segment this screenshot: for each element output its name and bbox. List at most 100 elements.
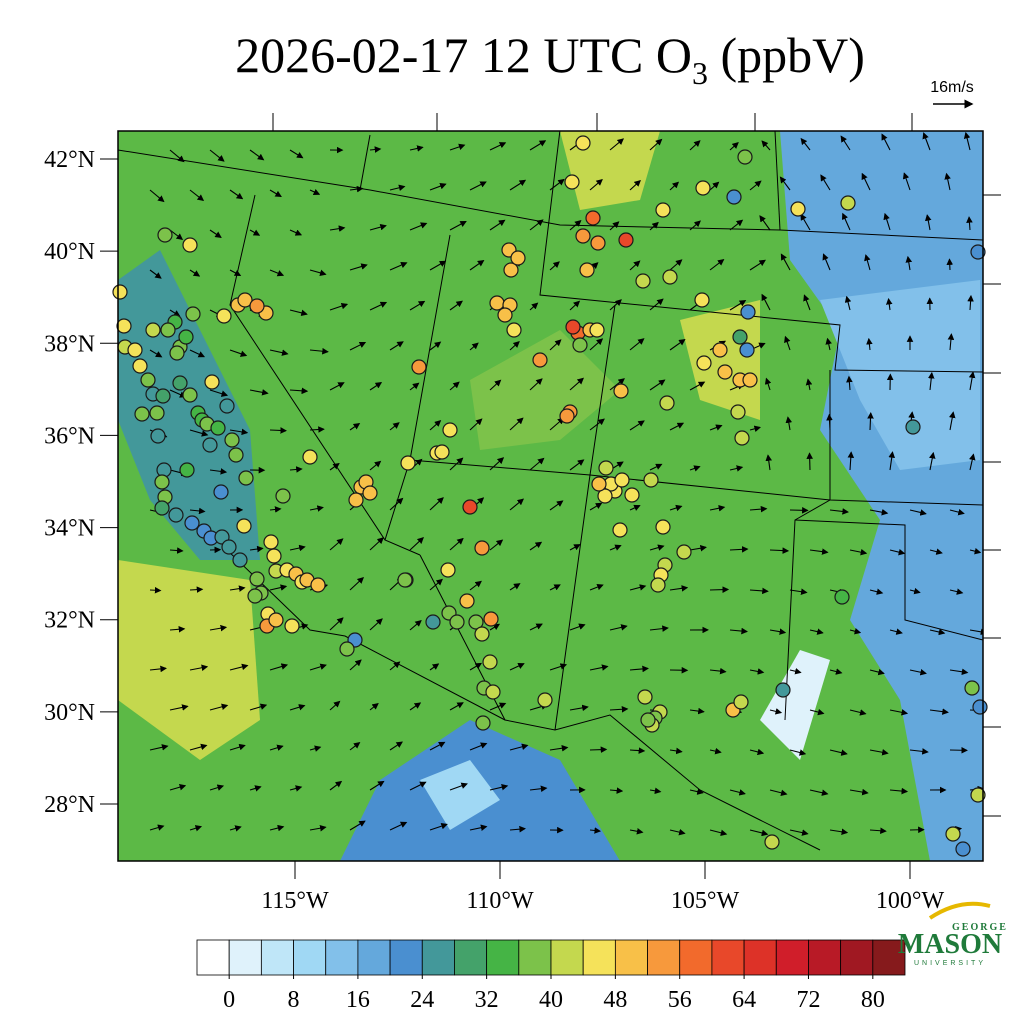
wind-vector (389, 821, 408, 831)
wind-vector (629, 260, 641, 271)
wind-vector (409, 145, 424, 152)
wind-vector (389, 741, 403, 751)
wind-vector (149, 189, 165, 203)
colorbar-box (808, 939, 842, 976)
station (739, 342, 755, 358)
wind-vector (789, 829, 809, 836)
wind-vector (789, 749, 807, 756)
colorbar-tick-label: 56 (668, 987, 692, 1013)
wind-vector (289, 309, 308, 317)
colorbar-tick-label: 32 (475, 987, 499, 1013)
station (397, 572, 413, 588)
wind-vector (209, 703, 229, 711)
station (482, 654, 498, 670)
wind-vector (689, 707, 705, 715)
wind-vector (409, 222, 428, 231)
wind-vector (1010, 630, 1024, 632)
wind-vector (649, 379, 666, 391)
wind-vector (389, 261, 408, 271)
low-ozone-region (760, 650, 830, 760)
station (964, 680, 980, 696)
wind-vector (489, 219, 506, 231)
wind-vector (309, 745, 322, 752)
wind-vector (569, 219, 582, 231)
wind-vector (589, 178, 603, 191)
wind-vector (189, 349, 206, 358)
station (232, 552, 248, 568)
wind-vector (369, 301, 388, 311)
lat-tick-label: 28°N (44, 792, 95, 818)
wind-vector (885, 297, 893, 311)
station (618, 232, 634, 248)
wind-vector (549, 663, 568, 671)
wind-vector (881, 133, 891, 151)
wind-vector (829, 668, 843, 675)
wind-vector (769, 547, 790, 554)
wind-vector (649, 138, 663, 151)
wind-vector (809, 789, 829, 796)
wind-vector (629, 665, 649, 673)
wind-vector (589, 418, 605, 431)
wind-vector (509, 825, 526, 833)
colorbar-tick-label: 64 (732, 987, 756, 1013)
wind-vector (949, 411, 956, 431)
plot-frame (117, 130, 984, 862)
station (411, 359, 427, 375)
wind-vector (709, 586, 730, 593)
wind-vector (269, 189, 282, 198)
colorbar-box (260, 939, 294, 976)
station (202, 437, 218, 453)
wind-vector (889, 787, 909, 795)
wind-vector (649, 625, 669, 632)
wind-vector (409, 781, 427, 791)
wind-vector (329, 302, 349, 311)
station (489, 295, 505, 311)
wind-vector (489, 702, 507, 711)
colorbar-box (486, 939, 520, 976)
wind-vector (349, 422, 361, 431)
wind-vector (809, 628, 824, 635)
wind-vector (779, 176, 791, 191)
station (236, 518, 252, 534)
wind-vector (569, 300, 581, 311)
wind-vector (709, 181, 720, 191)
station (168, 507, 184, 523)
station (537, 692, 553, 708)
wind-vector (909, 509, 927, 516)
wind-vector (709, 505, 726, 512)
wind-vector (609, 787, 624, 794)
station (497, 307, 513, 323)
wind-vector (949, 668, 969, 676)
colorbar-tick-label: 80 (861, 987, 885, 1013)
station (905, 419, 921, 435)
wind-vector (840, 135, 851, 151)
wind-vector (649, 544, 665, 551)
lon-tick-label: 105°W (671, 888, 740, 914)
wind-vector (609, 378, 625, 391)
wind-vector (369, 780, 385, 791)
wind-vector (866, 337, 873, 351)
wind-vector (669, 422, 685, 431)
station (730, 404, 746, 420)
station (475, 715, 491, 731)
wind-vector (409, 537, 424, 551)
wind-vector (669, 747, 683, 755)
station (579, 262, 595, 278)
wind-vector (629, 584, 647, 591)
wind-vector (922, 132, 931, 151)
wind-vector (990, 510, 1001, 513)
wind-vector (549, 500, 564, 511)
wind-vector (429, 341, 442, 351)
wind-vector (449, 537, 464, 551)
wind-vector (309, 188, 321, 195)
station (712, 342, 728, 358)
colorbar-box (518, 939, 552, 976)
station (116, 318, 132, 334)
lon-tick-label: 115°W (261, 888, 329, 914)
wind-vector (229, 269, 242, 276)
wind-vector (209, 784, 225, 791)
wind-vector (169, 547, 184, 554)
wind-vector (429, 741, 446, 751)
wind-vector (629, 420, 645, 431)
station (155, 388, 171, 404)
